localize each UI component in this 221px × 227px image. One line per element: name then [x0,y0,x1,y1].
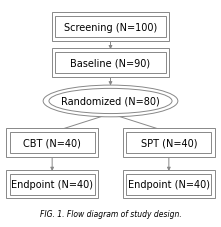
FancyBboxPatch shape [55,53,166,74]
Text: Screening (N=100): Screening (N=100) [64,22,157,32]
Text: Randomized (N=80): Randomized (N=80) [61,96,160,106]
FancyBboxPatch shape [126,174,211,195]
FancyBboxPatch shape [6,129,98,157]
Text: Endpoint (N=40): Endpoint (N=40) [128,179,210,189]
Text: CBT (N=40): CBT (N=40) [23,138,81,148]
FancyBboxPatch shape [123,129,215,157]
Text: SPT (N=40): SPT (N=40) [141,138,197,148]
Ellipse shape [49,89,172,114]
FancyBboxPatch shape [126,133,211,153]
FancyBboxPatch shape [10,174,95,195]
Text: Baseline (N=90): Baseline (N=90) [70,58,151,68]
FancyBboxPatch shape [6,170,98,199]
Text: Endpoint (N=40): Endpoint (N=40) [11,179,93,189]
FancyBboxPatch shape [55,17,166,38]
FancyBboxPatch shape [51,13,170,42]
Text: FIG. 1. Flow diagram of study design.: FIG. 1. Flow diagram of study design. [40,209,181,218]
FancyBboxPatch shape [51,49,170,78]
FancyBboxPatch shape [10,133,95,153]
FancyBboxPatch shape [123,170,215,199]
Ellipse shape [43,86,178,117]
